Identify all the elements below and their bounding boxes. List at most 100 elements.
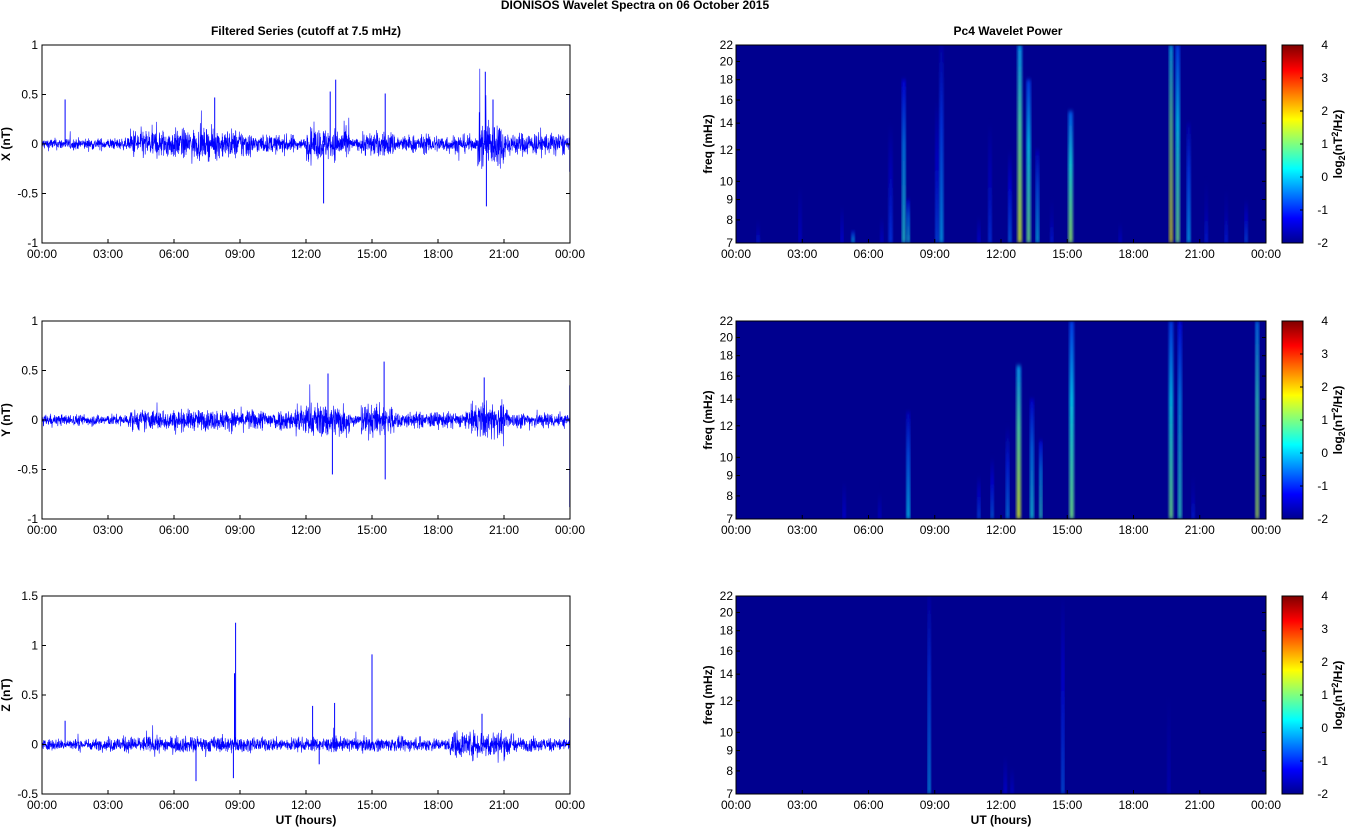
y-tick-label: 8 xyxy=(726,764,733,778)
x-tick-label: 06:00 xyxy=(853,523,883,537)
y-tick-label: 12 xyxy=(720,419,734,433)
power-streak xyxy=(799,150,801,243)
y-tick-label: 9 xyxy=(726,744,733,758)
x-tick-label: 09:00 xyxy=(225,523,255,537)
colorbar: 4 3 2 1 0 -1 -2 log2(nT2/Hz) xyxy=(1282,314,1347,526)
power-streak xyxy=(841,181,843,243)
y-tick-label: 0 xyxy=(31,413,38,427)
x-tick-label: 00:00 xyxy=(721,798,751,812)
y-tick-label: 22 xyxy=(720,589,734,603)
x-tick-label: 09:00 xyxy=(920,247,950,261)
colorbar-tick-label: -2 xyxy=(1317,236,1328,250)
colorbar-gradient xyxy=(1282,596,1303,794)
power-streak xyxy=(1040,441,1042,519)
x-tick-label: 15:00 xyxy=(357,523,387,537)
colorbar-tick-label: 3 xyxy=(1321,71,1328,85)
y-axis-label: freq (mHz) xyxy=(701,390,715,449)
y-tick-label: 8 xyxy=(726,489,733,503)
right-column-title: Pc4 Wavelet Power xyxy=(954,24,1063,38)
x-tick-label: 03:00 xyxy=(787,798,817,812)
x-tick-label: 00:00 xyxy=(555,247,585,261)
power-streak xyxy=(936,100,938,243)
y-tick-label: 22 xyxy=(720,38,734,52)
x-tick-label: 21:00 xyxy=(489,247,519,261)
y-tick-label: 0.5 xyxy=(21,364,38,378)
y-axis-label: Z (nT) xyxy=(0,678,13,711)
x-tick-label: 15:00 xyxy=(1052,523,1082,537)
x-axis-label: UT (hours) xyxy=(276,813,337,827)
colorbar-tick-label: -2 xyxy=(1317,512,1328,526)
x-tick-label: 06:00 xyxy=(159,798,189,812)
y-tick-label: 1.5 xyxy=(21,589,38,603)
colorbar-tick-label: 0 xyxy=(1321,170,1328,184)
y-axis-label: freq (mHz) xyxy=(701,114,715,173)
x-tick-label: 00:00 xyxy=(1251,247,1281,261)
power-streak xyxy=(1179,321,1182,519)
x-tick-label: 18:00 xyxy=(1118,247,1148,261)
y-axis-label: Y (nT) xyxy=(0,403,13,437)
power-streak xyxy=(843,457,845,519)
x-tick-label: 18:00 xyxy=(423,798,453,812)
y-tick-label: 0 xyxy=(31,738,38,752)
x-tick-label: 21:00 xyxy=(1185,523,1215,537)
y-tick-label: 22 xyxy=(720,314,734,328)
colorbar-label: log2(nT2/Hz) xyxy=(1330,110,1347,179)
y-tick-label: 8 xyxy=(726,213,733,227)
y-tick-label: 20 xyxy=(720,54,734,68)
x-tick-label: 00:00 xyxy=(721,523,751,537)
y-tick-label: 0.5 xyxy=(21,88,38,102)
colorbar-tick-label: 0 xyxy=(1321,446,1328,460)
x-tick-label: 03:00 xyxy=(787,523,817,537)
y-tick-label: 1 xyxy=(31,639,38,653)
power-streak xyxy=(907,200,909,243)
y-tick-label: 1 xyxy=(31,38,38,52)
power-streak xyxy=(940,45,943,243)
timeseries-panel-y: 1 0.5 0 -0.5 -1 Y (nT) 00:00 03:00 06:00 09:00 12:… xyxy=(0,314,585,537)
power-streak xyxy=(1027,80,1030,243)
colorbar-tick-label: 3 xyxy=(1321,347,1328,361)
x-tick-label: 03:00 xyxy=(787,247,817,261)
x-tick-label: 03:00 xyxy=(93,247,123,261)
x-tick-label: 21:00 xyxy=(489,798,519,812)
power-background xyxy=(736,321,1266,519)
power-streak xyxy=(1170,45,1173,243)
power-streak xyxy=(1004,732,1006,794)
colorbar-tick-label: 2 xyxy=(1321,380,1328,394)
colorbar-tick-label: 4 xyxy=(1321,589,1328,603)
x-tick-label: 00:00 xyxy=(721,247,751,261)
y-tick-label: 20 xyxy=(720,605,734,619)
y-tick-label: 10 xyxy=(720,725,734,739)
y-tick-label: 18 xyxy=(720,624,734,638)
power-streak xyxy=(903,80,906,243)
colorbar-tick-label: 4 xyxy=(1321,314,1328,328)
y-tick-label: 16 xyxy=(720,644,734,658)
power-streak xyxy=(879,476,881,519)
x-tick-label: 00:00 xyxy=(1251,523,1281,537)
power-streak xyxy=(1069,111,1073,243)
power-streak xyxy=(1169,321,1172,519)
power-streak xyxy=(1011,751,1013,794)
y-tick-label: 9 xyxy=(726,193,733,207)
x-tick-label: 15:00 xyxy=(357,798,387,812)
x-tick-label: 21:00 xyxy=(489,523,519,537)
colorbar-tick-label: -1 xyxy=(1317,203,1328,217)
y-tick-label: 18 xyxy=(720,73,734,87)
x-tick-label: 00:00 xyxy=(555,798,585,812)
power-streak xyxy=(907,412,910,519)
x-tick-label: 21:00 xyxy=(1185,247,1215,261)
y-tick-label: 0.5 xyxy=(21,688,38,702)
power-streak xyxy=(1051,200,1053,243)
power-streak xyxy=(1009,150,1011,243)
y-tick-label: -0.5 xyxy=(17,463,38,477)
x-tick-label: 09:00 xyxy=(225,247,255,261)
plot-area xyxy=(42,596,570,794)
power-streak xyxy=(928,596,930,794)
colorbar-label: log2(nT2/Hz) xyxy=(1330,661,1347,730)
colorbar-tick-label: 1 xyxy=(1321,688,1328,702)
colorbar-tick-label: 2 xyxy=(1321,655,1328,669)
x-tick-label: 12:00 xyxy=(291,523,321,537)
x-tick-label: 15:00 xyxy=(1052,798,1082,812)
power-streak xyxy=(1192,476,1194,519)
